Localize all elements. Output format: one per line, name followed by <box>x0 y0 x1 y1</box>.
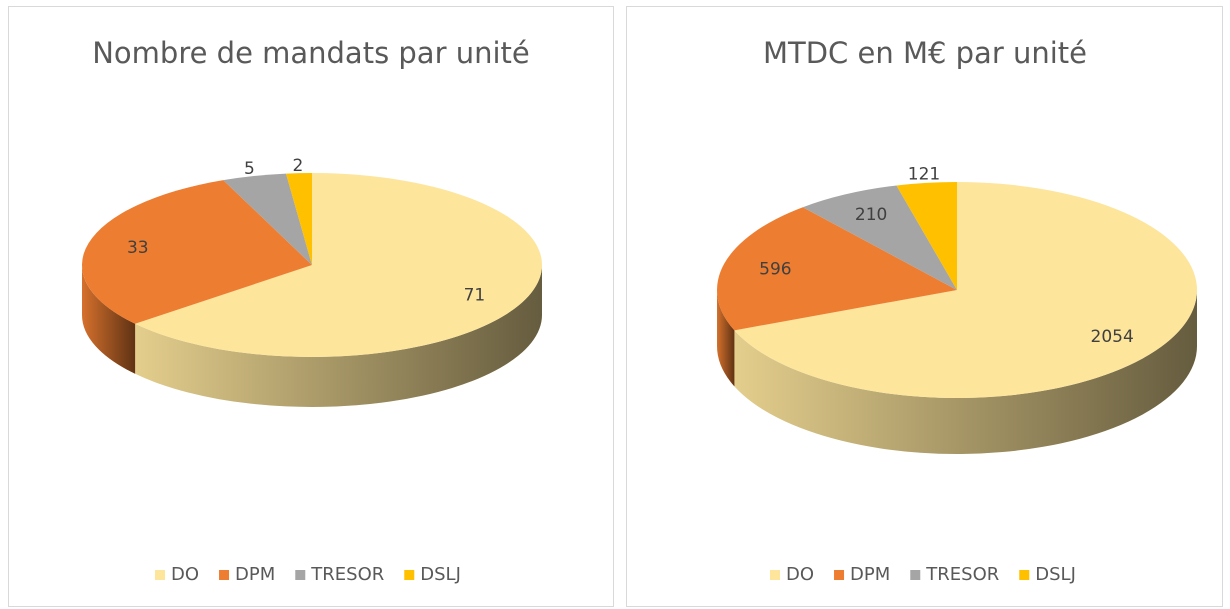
side-shade <box>135 265 542 408</box>
side-shade <box>82 265 136 374</box>
slice <box>223 173 312 265</box>
legend-swatch <box>155 570 165 580</box>
legend-swatch <box>404 570 415 580</box>
data-label: 2054 <box>1091 327 1134 347</box>
data-label: 33 <box>127 238 149 258</box>
legend-swatch <box>295 570 306 580</box>
slice <box>896 182 957 290</box>
slice <box>135 173 542 358</box>
legend-label: TRESOR <box>925 564 999 585</box>
data-label: 121 <box>908 164 940 184</box>
legend-swatch <box>1019 570 1030 580</box>
data-label: 210 <box>855 205 887 225</box>
legend-swatch <box>834 570 845 580</box>
legend-label: DPM <box>850 564 890 585</box>
legend-label: DO <box>786 564 814 585</box>
slice <box>286 173 312 265</box>
side-shade <box>717 290 735 387</box>
legend-swatch <box>219 570 230 580</box>
legend-label: DPM <box>235 564 275 585</box>
data-label: 2 <box>293 156 304 176</box>
legend-label: DSLJ <box>420 564 461 585</box>
legend-swatch <box>910 570 921 580</box>
slice <box>81 180 312 324</box>
data-label: 71 <box>464 285 486 305</box>
chart-title: Nombre de mandats par unité <box>92 36 530 70</box>
data-label: 5 <box>244 159 255 179</box>
legend-label: DO <box>171 564 199 585</box>
slice <box>717 207 957 331</box>
chart-title: MTDC en M€ par unité <box>763 36 1087 70</box>
legend-label: TRESOR <box>310 564 384 585</box>
data-label: 596 <box>759 260 791 280</box>
legend-swatch <box>770 570 780 580</box>
slice <box>734 182 1198 398</box>
legend-label: DSLJ <box>1035 564 1076 585</box>
slice <box>802 185 957 290</box>
side-shade <box>734 290 1197 455</box>
